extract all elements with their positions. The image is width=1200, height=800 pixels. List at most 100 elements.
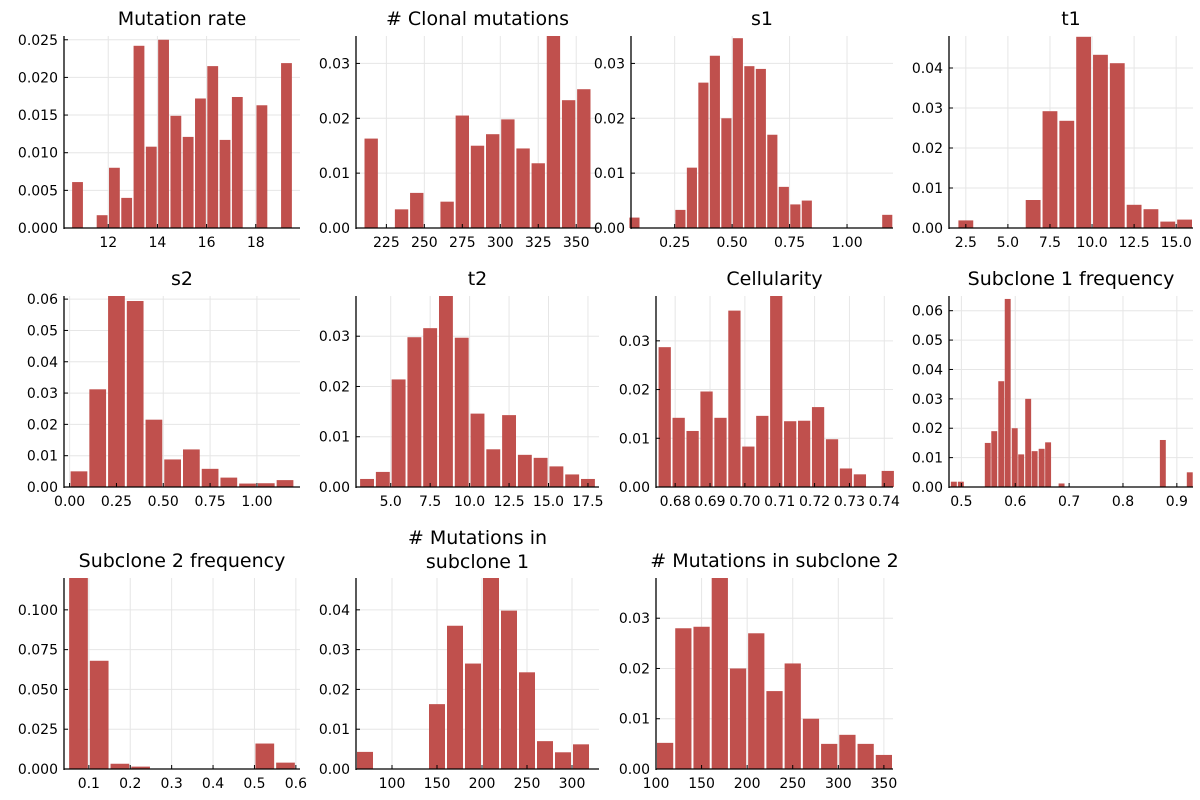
histogram-bar xyxy=(686,167,697,228)
histogram-panel: 0.1 0.2 0.3 0.4 0.5 0.6 0.000 0.025 0.050 0.075 0.… xyxy=(18,550,307,792)
histogram-bar xyxy=(821,743,838,769)
y-tick-label: 0.04 xyxy=(27,355,58,371)
histogram-bar xyxy=(581,478,595,487)
panel-title: subclone 1 xyxy=(426,551,529,573)
histogram-bar xyxy=(766,691,783,769)
histogram-bar xyxy=(1031,451,1038,487)
x-tick-label: 300 xyxy=(487,235,514,251)
panel-title: s2 xyxy=(171,268,193,290)
histogram-bar xyxy=(276,762,295,769)
y-tick-label: 0.025 xyxy=(18,33,58,49)
histogram-bar xyxy=(700,391,713,487)
histogram-bar xyxy=(784,663,801,769)
histogram-bar xyxy=(839,734,856,769)
histogram-panel: 225 250 275 300 325 350 0.00 0.01 0.02 0.03 # Clon… xyxy=(319,8,599,251)
histogram-bar xyxy=(455,115,469,228)
histogram-bar xyxy=(483,578,499,769)
y-tick-label: 0.03 xyxy=(912,392,943,408)
histogram-bar xyxy=(1045,442,1052,487)
histogram-bar xyxy=(729,668,747,769)
x-tick-label: 0.5 xyxy=(950,494,972,510)
histogram-bar xyxy=(1143,209,1159,228)
y-tick-label: 0.01 xyxy=(912,181,943,197)
x-tick-label: 150 xyxy=(424,776,451,792)
y-tick-label: 0.02 xyxy=(912,141,943,157)
y-tick-label: 0.100 xyxy=(18,603,58,619)
histogram-bar xyxy=(561,100,576,228)
histogram-bar xyxy=(454,337,469,487)
panel-title: Subclone 1 frequency xyxy=(968,268,1175,290)
y-tick-label: 0.010 xyxy=(18,146,58,162)
histogram-bar xyxy=(728,310,741,487)
x-tick-label: 325 xyxy=(525,235,552,251)
panel-title: Subclone 2 frequency xyxy=(79,550,286,572)
y-tick-label: 0.00 xyxy=(594,221,625,237)
x-tick-label: 0.6 xyxy=(285,776,307,792)
x-tick-label: 0.6 xyxy=(1004,494,1026,510)
histogram-bar xyxy=(732,38,743,228)
histogram-bar xyxy=(1058,483,1065,487)
x-tick-label: 12 xyxy=(99,235,117,251)
histogram-bar xyxy=(549,466,564,487)
histogram-panel: 12 14 16 18 0.000 0.005 0.010 0.015 0.020 0.025 Mu… xyxy=(18,8,300,251)
y-tick-label: 0.01 xyxy=(619,712,650,728)
y-tick-label: 0.04 xyxy=(319,603,350,619)
histogram-bar xyxy=(658,347,671,487)
histogram-bar xyxy=(1018,454,1025,487)
x-tick-label: 0.25 xyxy=(101,494,132,510)
x-tick-label: 10.0 xyxy=(1076,235,1107,251)
x-tick-label: 150 xyxy=(688,776,715,792)
histogram-bar xyxy=(145,419,163,487)
x-tick-label: 0.9 xyxy=(1166,494,1188,510)
histogram-bar xyxy=(811,407,825,487)
y-tick-label: 0.01 xyxy=(319,430,350,446)
y-tick-label: 0.00 xyxy=(912,480,943,496)
x-tick-label: 250 xyxy=(411,235,438,251)
x-tick-label: 7.5 xyxy=(1039,235,1061,251)
histogram-bar xyxy=(465,663,481,769)
y-tick-label: 0.00 xyxy=(319,762,350,778)
histogram-panel: 0.5 0.6 0.7 0.8 0.9 0.00 0.01 0.02 0.03 0.04 0.05 0… xyxy=(912,268,1193,510)
histogram-panel: 5.0 7.5 10.0 12.5 15.0 17.5 0.00 0.01 0.02 0.03 t2 xyxy=(319,268,604,510)
histogram-bar xyxy=(89,660,109,769)
y-tick-label: 0.04 xyxy=(912,362,943,378)
histogram-bar xyxy=(281,63,292,228)
histogram-bar xyxy=(391,379,406,487)
histogram-bar xyxy=(239,483,256,487)
histogram-bar xyxy=(502,415,517,487)
histogram-bar xyxy=(875,754,892,769)
histogram-bar xyxy=(1159,439,1166,487)
y-tick-label: 0.020 xyxy=(18,70,58,86)
histogram-bar xyxy=(693,626,710,769)
histogram-bar xyxy=(357,751,373,769)
x-tick-label: 0.68 xyxy=(660,494,691,510)
histogram-panel: 0.25 0.50 0.75 1.00 0.00 0.01 0.02 0.03 s1 xyxy=(594,8,893,251)
histogram-bar xyxy=(410,192,424,228)
y-tick-label: 0.01 xyxy=(912,451,943,467)
histogram-bar xyxy=(657,742,674,769)
histogram-bar xyxy=(447,625,463,769)
y-tick-label: 0.00 xyxy=(619,762,650,778)
x-tick-label: 0.1 xyxy=(78,776,100,792)
histogram-bar xyxy=(394,209,409,228)
histogram-panel: 0.00 0.25 0.50 0.75 1.00 0.00 0.01 0.02 0.03 0.04… xyxy=(27,268,300,510)
histogram-bar xyxy=(709,55,720,229)
histogram-bar xyxy=(257,483,275,487)
histogram-bar xyxy=(565,474,580,487)
histogram-bar xyxy=(742,446,755,487)
x-tick-label: 12.5 xyxy=(493,494,524,510)
histogram-bar xyxy=(108,167,120,228)
x-tick-label: 300 xyxy=(559,776,586,792)
histogram-bar xyxy=(748,633,765,769)
histogram-bar xyxy=(950,481,957,487)
y-tick-label: 0.075 xyxy=(18,643,58,659)
histogram-bar xyxy=(881,470,894,487)
y-tick-label: 0.03 xyxy=(319,643,350,659)
histogram-bar xyxy=(744,66,755,229)
histogram-bar xyxy=(220,477,238,487)
x-tick-label: 0.50 xyxy=(717,235,748,251)
histogram-bar xyxy=(407,337,422,487)
y-tick-label: 0.01 xyxy=(619,431,650,447)
histogram-bar xyxy=(440,201,454,228)
histogram-bar xyxy=(857,743,874,769)
